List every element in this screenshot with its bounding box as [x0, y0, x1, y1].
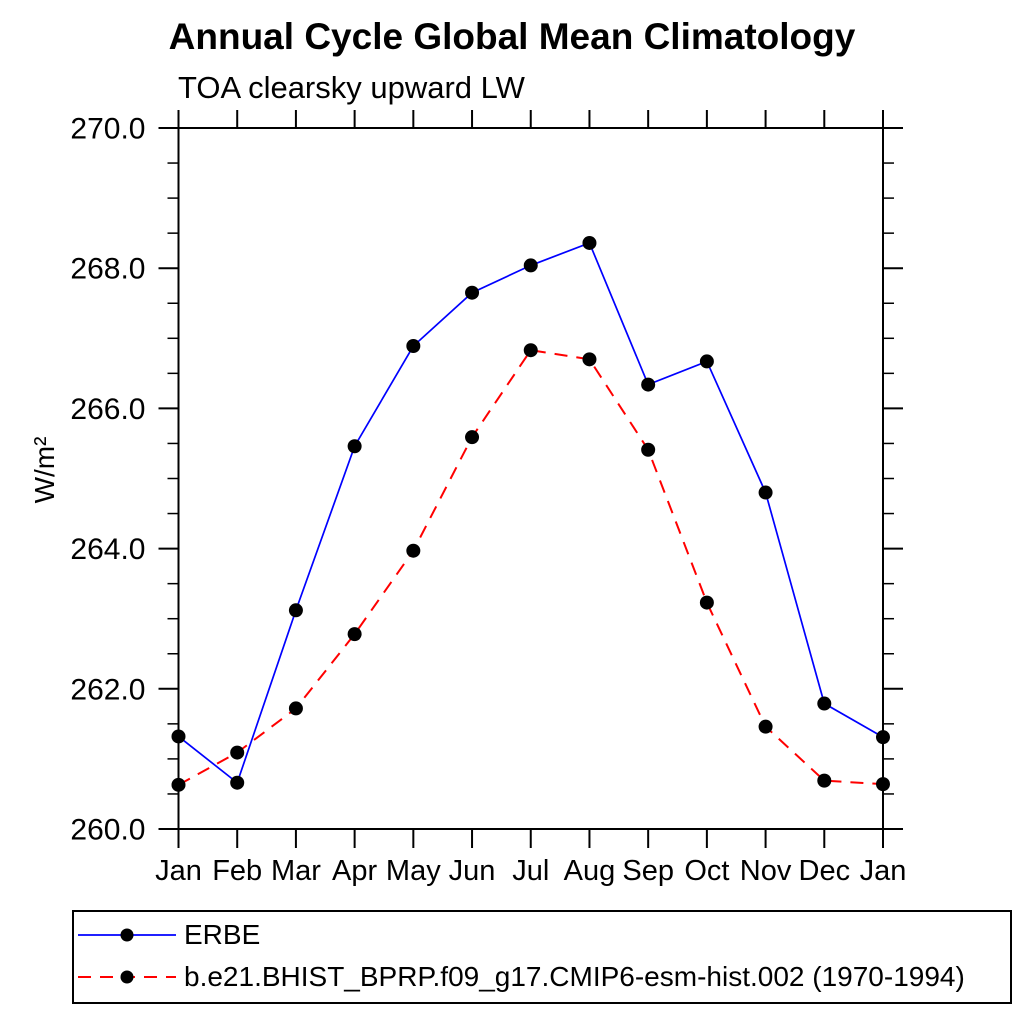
- data-point-marker: [817, 773, 832, 788]
- data-point-marker: [817, 696, 832, 711]
- x-axis-ticks: Jan Feb Mar Apr May Jun Jul Aug Sep Oct Nov Dec Jan: [155, 110, 906, 887]
- legend-label-erbe: ERBE: [184, 919, 261, 950]
- svg-text:270.0: 270.0: [70, 113, 145, 146]
- data-point-marker: [347, 627, 362, 642]
- data-point-marker: [523, 258, 538, 273]
- svg-text:Dec: Dec: [799, 855, 851, 887]
- svg-text:Jul: Jul: [512, 855, 549, 887]
- legend-item-erbe: ERBE: [76, 914, 1010, 956]
- series-erbe: [171, 235, 890, 790]
- data-point-marker: [758, 485, 773, 500]
- data-point-marker: [171, 777, 186, 792]
- data-point-marker: [758, 719, 773, 734]
- data-point-marker: [641, 377, 656, 392]
- svg-text:266.0: 266.0: [70, 393, 145, 426]
- svg-text:Aug: Aug: [564, 855, 616, 887]
- data-point-marker: [582, 352, 597, 367]
- data-point-marker: [641, 442, 656, 457]
- legend-label-model: b.e21.BHIST_BPRP.f09_g17.CMIP6-esm-hist.…: [184, 961, 965, 992]
- data-point-marker: [288, 603, 303, 618]
- data-point-marker: [406, 543, 421, 558]
- svg-text:262.0: 262.0: [70, 673, 145, 706]
- data-point-marker: [230, 745, 245, 760]
- data-point-marker: [347, 439, 362, 454]
- svg-text:Jan: Jan: [155, 855, 202, 887]
- y-axis-ticks: 260.0 262.0 264.0 266.0 268.0 270.0: [70, 113, 903, 847]
- svg-text:Mar: Mar: [271, 855, 321, 887]
- data-point-marker: [465, 430, 480, 445]
- svg-text:Jun: Jun: [449, 855, 496, 887]
- svg-text:264.0: 264.0: [70, 533, 145, 566]
- svg-text:May: May: [386, 855, 441, 887]
- svg-text:Feb: Feb: [212, 855, 262, 887]
- data-point-marker: [699, 354, 714, 369]
- legend-line-sample-dashed: [78, 970, 176, 984]
- data-point-marker: [171, 729, 186, 744]
- data-point-marker: [288, 701, 303, 716]
- svg-text:Oct: Oct: [684, 855, 729, 887]
- chart-title: Annual Cycle Global Mean Climatology: [168, 16, 856, 57]
- data-point-marker: [465, 285, 480, 300]
- svg-text:Sep: Sep: [622, 855, 674, 887]
- legend-line-sample-solid: [78, 928, 176, 942]
- data-point-marker: [230, 775, 245, 790]
- plot-frame: [177, 127, 884, 830]
- data-point-marker: [523, 343, 538, 358]
- chart-subtitle: TOA clearsky upward LW: [178, 70, 525, 105]
- data-point-marker: [876, 777, 890, 792]
- legend-box: ERBE b.e21.BHIST_BPRP.f09_g17.CMIP6-esm-…: [72, 910, 1012, 1004]
- data-point-marker: [406, 339, 421, 354]
- data-point-marker: [876, 730, 890, 745]
- svg-text:Apr: Apr: [332, 855, 377, 887]
- data-point-marker: [582, 235, 597, 250]
- series-model: [171, 343, 890, 792]
- data-point-marker: [699, 595, 714, 610]
- svg-text:Jan: Jan: [860, 855, 907, 887]
- svg-text:Nov: Nov: [740, 855, 792, 887]
- svg-text:260.0: 260.0: [70, 814, 145, 847]
- legend-item-model: b.e21.BHIST_BPRP.f09_g17.CMIP6-esm-hist.…: [76, 956, 1010, 998]
- svg-text:268.0: 268.0: [70, 253, 145, 286]
